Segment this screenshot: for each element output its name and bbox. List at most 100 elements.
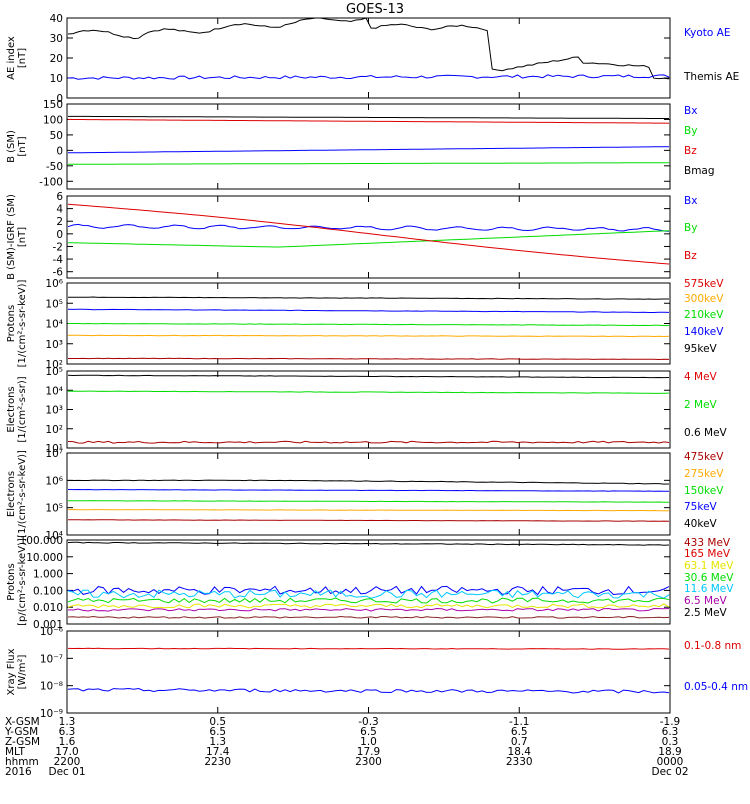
- y-tick-label: 10⁶: [45, 475, 63, 487]
- legend-entry: 433 MeV: [684, 537, 731, 549]
- y-tick-label: 10⁴: [45, 530, 63, 542]
- series-line-2: [67, 440, 670, 444]
- y-tick-label: 40: [50, 13, 63, 25]
- legend-entry: 11.6 MeV: [684, 583, 734, 595]
- footer-value: 1.3: [59, 716, 76, 728]
- legend-entry: 30.6 MeV: [684, 572, 734, 584]
- series-line-6: [67, 615, 670, 619]
- y-tick-label: 10¹: [45, 443, 63, 455]
- legend-entry: 475keV: [684, 451, 724, 463]
- series-line-3: [67, 597, 670, 604]
- y-axis-label: Protons: [6, 563, 17, 600]
- y-tick-label: 4: [56, 204, 63, 216]
- y-tick-label: 0: [56, 145, 63, 157]
- y-axis-label: Electrons: [6, 386, 17, 432]
- panel-ae: 0 10 20 30 40 AE index [nT] Kyoto AE Themis AE: [6, 13, 739, 105]
- series-line-1: [67, 488, 669, 492]
- footer-value: 2300: [355, 756, 382, 768]
- y-tick-label: 10⁴: [45, 319, 63, 331]
- legend-entry: By: [684, 125, 697, 137]
- footer-value: 17.4: [206, 746, 230, 758]
- legend-entry: 140keV: [684, 326, 724, 338]
- y-axis-label: Protons: [6, 305, 17, 342]
- y-tick-label: 0.001: [33, 619, 63, 631]
- panel-electrons1: 10¹ 10² 10³ 10⁴ 10⁵ Electrons [1/(cm²-s-sr)] 4 …: [6, 366, 728, 455]
- legend-entry: 275keV: [684, 468, 724, 480]
- y-tick-label: -6: [53, 267, 64, 279]
- y-tick-label: 100: [43, 114, 63, 126]
- series-line-4: [68, 357, 670, 361]
- footer-value: 1.0: [360, 736, 377, 748]
- series-line-0: [67, 223, 670, 232]
- footer-value: 2330: [506, 756, 533, 768]
- panel-xray: 10⁻⁹ 10⁻⁸ 10⁻⁷ 10⁻⁶ Xray Flux [W/m²] 0.1-0.8 n…: [6, 626, 748, 720]
- footer-row-label: hhmm: [5, 756, 39, 768]
- panel-protons1: 10² 10³ 10⁴ 10⁵ 10⁶ Protons [1/(cm²-s-sr-keV)]…: [6, 278, 724, 371]
- footer-value: 1.6: [59, 736, 76, 748]
- series-line-0: [67, 541, 670, 546]
- y-tick-label: 50: [50, 130, 63, 142]
- y-tick-label: 10²: [45, 359, 63, 371]
- legend-entry: 300keV: [684, 293, 724, 305]
- footer-value: 17.9: [357, 746, 380, 758]
- legend-entry: 0.6 MeV: [684, 427, 728, 439]
- footer-row-label: X-GSM: [5, 716, 40, 728]
- series-line-5: [67, 607, 670, 612]
- legend-entry: 210keV: [684, 309, 724, 321]
- y-axis-label: [1/(cm²-s-sr)]: [17, 376, 28, 442]
- footer-value: 6.3: [59, 726, 76, 738]
- series-line-3: [67, 508, 669, 512]
- y-tick-label: 10⁵: [45, 298, 63, 310]
- series-line-1: [67, 585, 670, 596]
- footer-value: -1.9: [660, 716, 681, 728]
- y-axis-label: B (SM): [6, 130, 17, 163]
- legend-entry: 4 MeV: [684, 371, 718, 383]
- y-tick-label: 30: [50, 33, 63, 45]
- legend-entry: 575keV: [684, 278, 724, 290]
- legend-entry: 2.5 MeV: [684, 607, 728, 619]
- legend-entry: 165 MeV: [684, 548, 731, 560]
- footer-value: Dec 02: [651, 766, 688, 778]
- y-tick-label: 0: [56, 93, 63, 105]
- chart-title: GOES-13: [346, 2, 404, 17]
- y-tick-label: -50: [46, 161, 63, 173]
- y-tick-label: 0.100: [33, 585, 63, 597]
- footer-value: 6.5: [360, 726, 377, 738]
- y-axis-label: B (SM)-IGRF (SM): [6, 194, 17, 280]
- panel-frame: [66, 539, 671, 625]
- legend-entry: 0.1-0.8 nm: [684, 640, 741, 652]
- y-axis-label: AE index: [6, 36, 17, 80]
- footer-row-label: Z-GSM: [5, 736, 40, 748]
- footer-ephemeris: X-GSMY-GSMZ-GSMMLThhmm20161.36.31.617.02…: [4, 716, 689, 778]
- legend-entry: Bx: [684, 105, 697, 117]
- legend-entry: 40keV: [684, 518, 718, 530]
- y-tick-label: 10⁶: [45, 278, 63, 290]
- series-line-0: [68, 115, 669, 119]
- footer-value: 1.3: [209, 736, 226, 748]
- y-axis-label: [W/m²]: [17, 654, 28, 689]
- legend-entry: 0.05-0.4 nm: [684, 681, 748, 693]
- legend-entry: Kyoto AE: [684, 27, 730, 39]
- y-axis-label: [1/(cm²-s-sr-keV)]: [17, 450, 28, 538]
- legend-entry: 75keV: [684, 501, 718, 513]
- footer-value: 6.5: [511, 726, 528, 738]
- series-line-1: [67, 390, 670, 394]
- footer-value: 0.3: [662, 736, 679, 748]
- footer-value: 0000: [657, 756, 684, 768]
- y-tick-label: 10³: [45, 405, 63, 417]
- legend-entry: By: [684, 222, 697, 234]
- y-tick-label: 10³: [45, 339, 63, 351]
- y-tick-label: 10⁻⁸: [40, 681, 63, 693]
- footer-row-label: MLT: [5, 746, 25, 758]
- panel-frame: [66, 630, 671, 714]
- panel-frame: [66, 195, 671, 279]
- y-tick-label: 10²: [45, 424, 63, 436]
- series-line-3: [68, 162, 669, 165]
- y-tick-label: 6: [56, 191, 63, 203]
- y-axis-label: Xray Flux: [6, 648, 17, 695]
- series-line-0: [67, 374, 670, 379]
- series-line-1: [67, 74, 670, 80]
- panel-frame: [66, 370, 671, 449]
